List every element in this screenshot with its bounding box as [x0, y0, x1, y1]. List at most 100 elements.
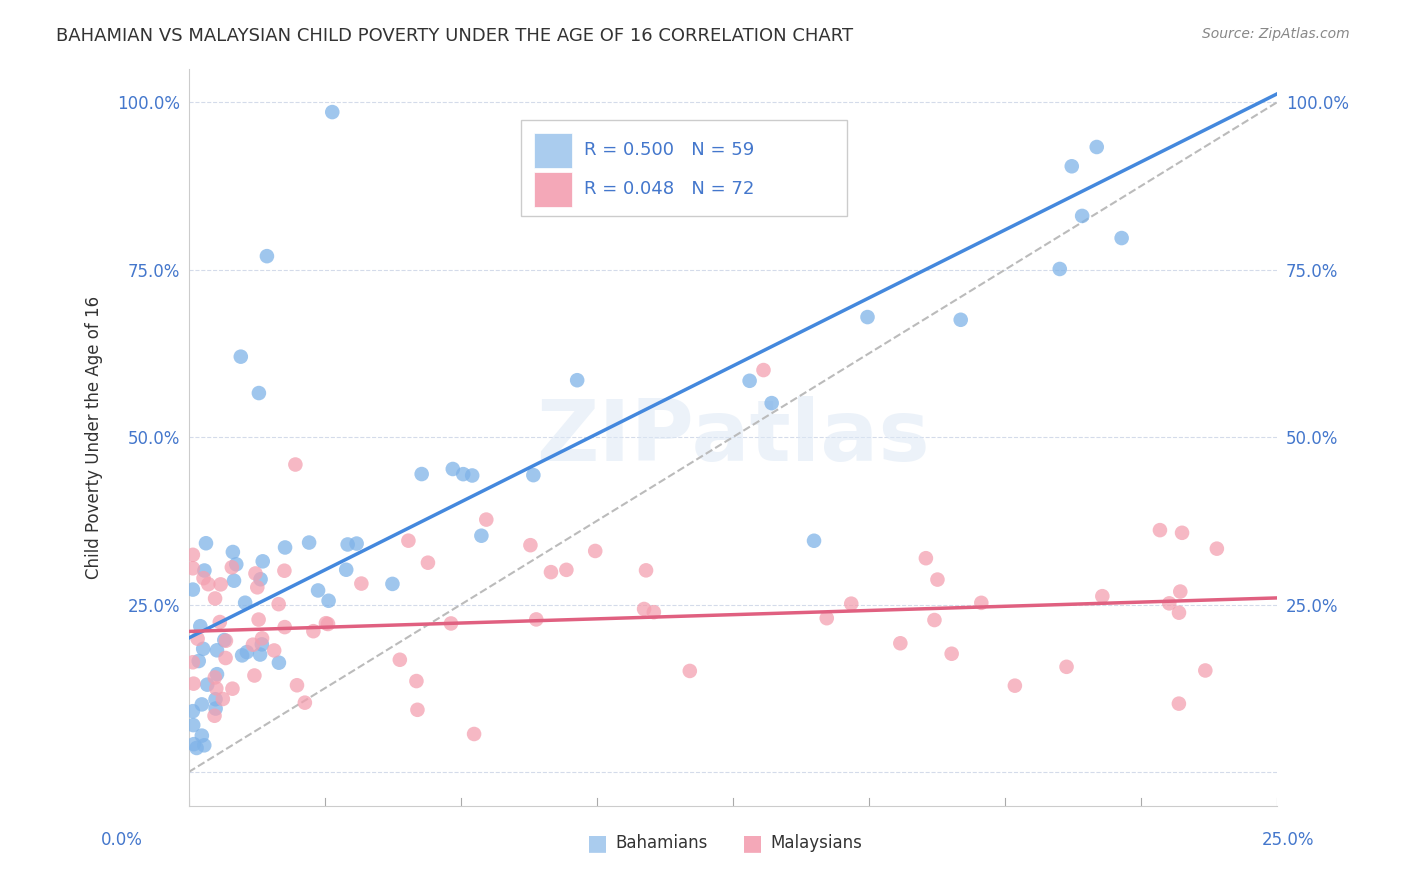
Point [475, 513, 498, 527]
Point [294, 696, 316, 710]
Point [1111, 231, 1133, 245]
Point [307, 583, 329, 598]
Point [440, 616, 463, 631]
Point [416, 556, 439, 570]
Point [191, 729, 214, 743]
Point [204, 708, 226, 723]
Point [633, 602, 655, 616]
Point [252, 554, 274, 568]
Point [195, 536, 218, 550]
Point [221, 681, 243, 696]
Point [411, 467, 433, 481]
FancyBboxPatch shape [534, 172, 572, 207]
Point [1049, 262, 1071, 277]
Point [1071, 209, 1094, 223]
Point [752, 363, 775, 377]
Point [321, 105, 343, 120]
Point [970, 596, 993, 610]
Point [221, 560, 243, 574]
Point [738, 374, 761, 388]
Text: R = 0.500   N = 59: R = 0.500 N = 59 [583, 141, 754, 160]
Point [889, 636, 911, 650]
Point [204, 591, 226, 606]
Point [315, 616, 337, 631]
Point [242, 638, 264, 652]
Point [1056, 660, 1078, 674]
Point [949, 313, 972, 327]
Point [205, 643, 228, 657]
Point [233, 596, 256, 610]
Point [205, 681, 228, 696]
Point [250, 632, 273, 646]
Point [336, 537, 359, 551]
Point [335, 563, 357, 577]
Point [461, 468, 484, 483]
Point [204, 670, 226, 684]
Point [941, 647, 963, 661]
Point [247, 386, 270, 401]
Y-axis label: Child Poverty Under the Age of 16: Child Poverty Under the Age of 16 [86, 295, 103, 579]
Point [318, 593, 340, 607]
Point [1167, 697, 1189, 711]
Point [388, 653, 411, 667]
Point [1168, 584, 1191, 599]
Point [522, 468, 544, 483]
Point [298, 535, 321, 549]
Text: Bahamians: Bahamians [616, 834, 709, 852]
Point [540, 565, 562, 579]
Point [243, 668, 266, 682]
Point [267, 597, 290, 611]
Point [186, 741, 208, 756]
Point [214, 651, 236, 665]
Point [205, 667, 228, 681]
Point [316, 617, 339, 632]
Text: 0.0%: 0.0% [101, 831, 143, 849]
Point [222, 545, 245, 559]
Point [245, 566, 267, 581]
Point [263, 643, 285, 657]
Point [381, 577, 404, 591]
Point [1159, 596, 1181, 610]
Point [197, 577, 219, 591]
Point [470, 529, 492, 543]
Point [181, 704, 204, 718]
Point [1060, 159, 1083, 173]
Point [193, 641, 215, 656]
Text: BAHAMIAN VS MALAYSIAN CHILD POVERTY UNDER THE AGE OF 16 CORRELATION CHART: BAHAMIAN VS MALAYSIAN CHILD POVERTY UNDE… [56, 27, 853, 45]
Point [209, 577, 232, 591]
Point [302, 624, 325, 639]
Point [181, 561, 204, 575]
Point [463, 727, 485, 741]
FancyBboxPatch shape [534, 133, 572, 168]
Point [267, 656, 290, 670]
Point [208, 615, 231, 629]
Point [222, 574, 245, 588]
Point [679, 664, 702, 678]
Point [924, 613, 946, 627]
Text: ■: ■ [742, 833, 762, 853]
Point [350, 576, 373, 591]
Point [803, 533, 825, 548]
Point [211, 692, 233, 706]
Point [406, 703, 429, 717]
Point [247, 613, 270, 627]
Point [229, 350, 252, 364]
Point [1205, 541, 1227, 556]
Point [274, 620, 297, 634]
Point [915, 551, 938, 566]
Point [181, 582, 204, 597]
Point [249, 572, 271, 586]
Point [583, 544, 606, 558]
Point [187, 632, 209, 646]
Text: 25.0%: 25.0% [1263, 831, 1315, 849]
Point [188, 619, 211, 633]
Point [927, 573, 949, 587]
Point [405, 674, 427, 689]
Point [191, 698, 214, 712]
Point [204, 692, 226, 706]
Point [1171, 525, 1194, 540]
Point [1149, 523, 1171, 537]
Text: Malaysians: Malaysians [770, 834, 862, 852]
Text: ■: ■ [588, 833, 607, 853]
Point [214, 633, 236, 648]
